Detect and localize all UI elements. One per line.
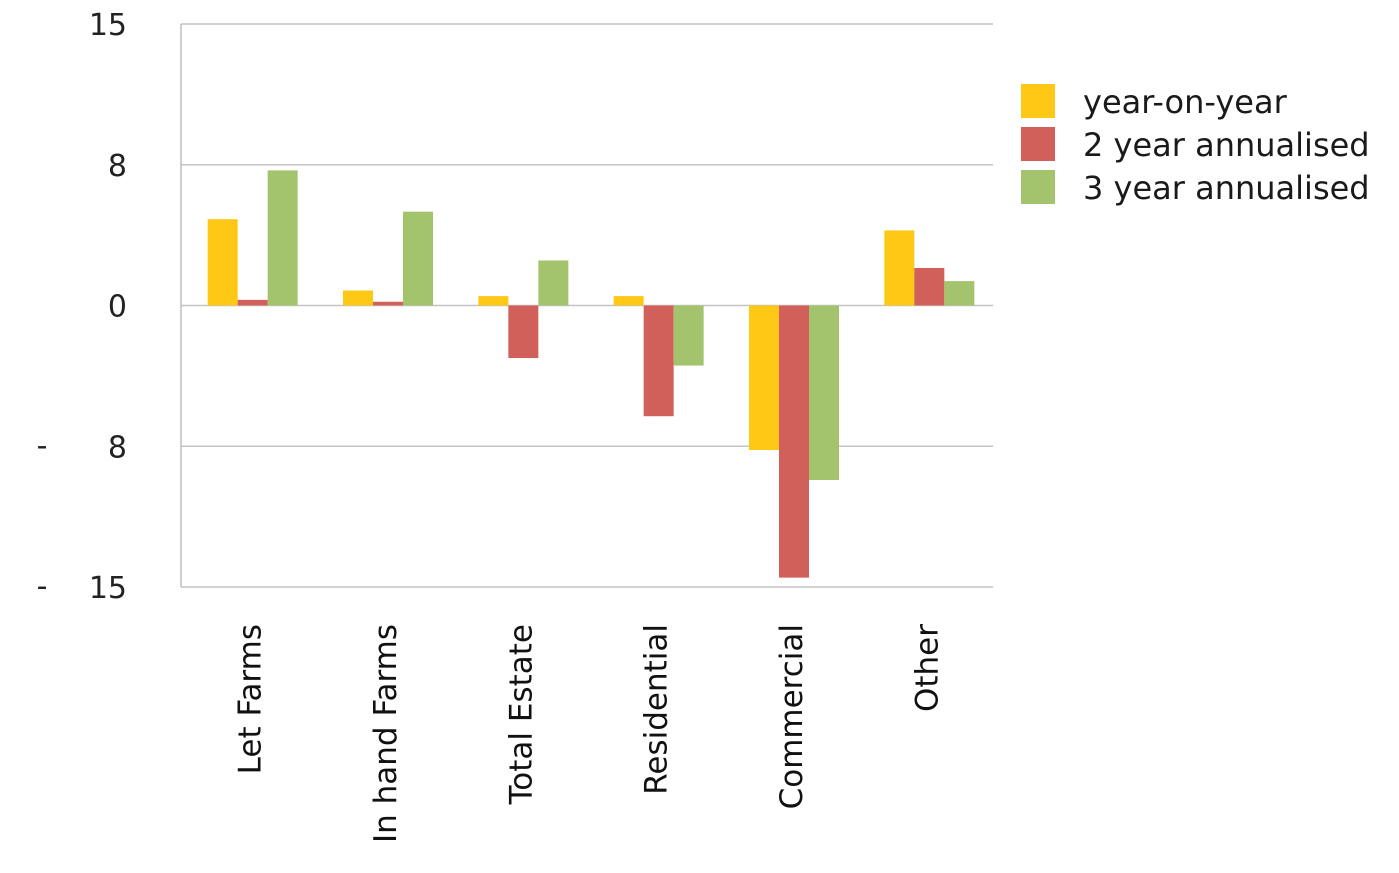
bar-2-year-annualised bbox=[508, 305, 539, 359]
bar-3-year-annualised bbox=[809, 305, 839, 481]
category-label: Commercial bbox=[774, 624, 810, 809]
bar-3-year-annualised bbox=[944, 281, 975, 306]
category-label: Residential bbox=[639, 624, 675, 795]
bar-3-year-annualised bbox=[673, 305, 704, 366]
bar-year-on-year bbox=[884, 230, 915, 306]
category-label: Total Estate bbox=[503, 624, 539, 805]
legend-label: 2 year annualised bbox=[1083, 126, 1370, 164]
category-label: Other bbox=[909, 624, 945, 712]
bar-2-year-annualised bbox=[643, 305, 674, 417]
bar-2-year-annualised bbox=[914, 267, 945, 306]
grid-lines bbox=[181, 23, 993, 588]
bars bbox=[207, 170, 975, 578]
category-labels: Let Farms In hand Farms Total Estate Reside… bbox=[233, 624, 946, 843]
bar-year-on-year bbox=[343, 290, 373, 306]
bar-3-year-annualised bbox=[403, 211, 433, 306]
legend-swatch bbox=[1021, 84, 1055, 118]
y-tick-label: 8 bbox=[108, 149, 127, 184]
legend-swatch bbox=[1021, 170, 1055, 204]
category-label: Let Farms bbox=[233, 624, 269, 774]
legend: year-on-year 2 year annualised 3 year annu… bbox=[1021, 83, 1370, 207]
legend-swatch bbox=[1021, 127, 1055, 161]
bar-3-year-annualised bbox=[538, 260, 569, 306]
bar-year-on-year bbox=[749, 305, 779, 451]
y-tick-label: 15 bbox=[89, 8, 127, 43]
y-tick-label: 8 bbox=[108, 430, 127, 465]
bar-year-on-year bbox=[613, 296, 644, 306]
bar-2-year-annualised bbox=[373, 301, 403, 306]
bar-3-year-annualised bbox=[267, 170, 298, 306]
y-tick-labels: 15 8 0 8 - 15 - bbox=[37, 8, 127, 606]
y-tick-minus-sign: - bbox=[37, 428, 48, 463]
bar-2-year-annualised bbox=[779, 305, 809, 578]
y-tick-label: 15 bbox=[89, 571, 127, 606]
legend-label: 3 year annualised bbox=[1083, 169, 1370, 207]
category-label: In hand Farms bbox=[368, 624, 404, 843]
bar-year-on-year bbox=[478, 296, 509, 306]
bar-year-on-year bbox=[207, 219, 238, 306]
legend-label: year-on-year bbox=[1083, 83, 1288, 121]
bar-2-year-annualised bbox=[237, 299, 268, 306]
y-tick-minus-sign: - bbox=[37, 569, 48, 604]
y-tick-label: 0 bbox=[108, 290, 127, 325]
